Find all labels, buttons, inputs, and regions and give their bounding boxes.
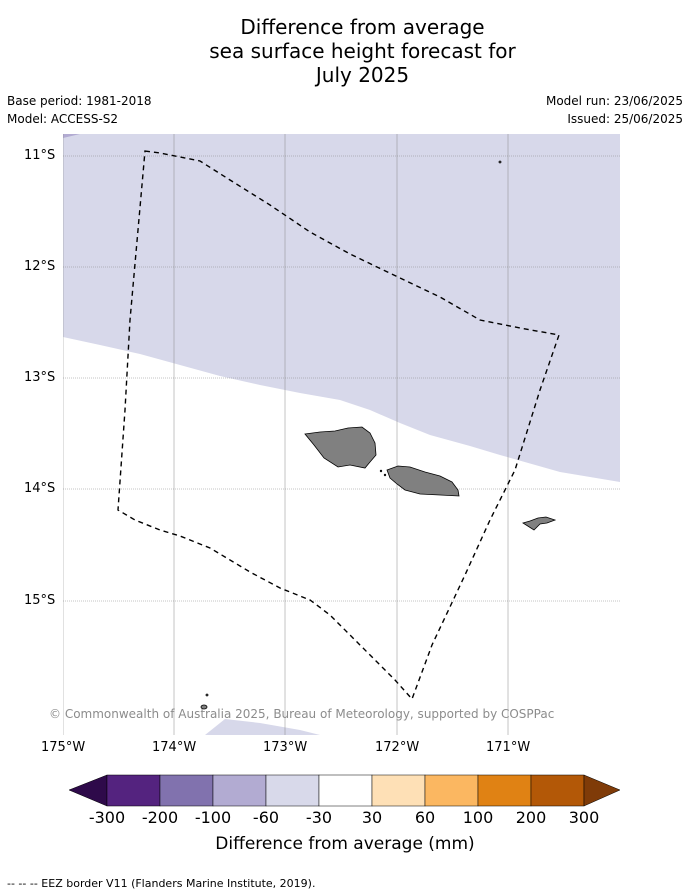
colorbar-label-200: 200 [515, 808, 547, 827]
anomaly-region-corner [63, 134, 80, 138]
lat-label-11s: 11°S [24, 148, 56, 163]
lat-label-14s: 14°S [24, 481, 56, 496]
anomaly-region-north [63, 134, 620, 482]
lat-label-15s: 15°S [24, 593, 56, 608]
colorbar-extend-high [583, 774, 621, 807]
lon-label-175w: 175°W [41, 740, 86, 755]
colorbar-label-60: 60 [414, 808, 436, 827]
eez-border [117, 150, 560, 701]
lon-label-173w: 173°W [263, 740, 308, 755]
model-run-label: Model run: 23/06/2025 [545, 94, 683, 108]
colorbar-label-neg300: -300 [88, 808, 126, 827]
title-line-2: sea surface height forecast for [209, 39, 516, 63]
colorbar-label-30: 30 [361, 808, 383, 827]
model-label: Model: ACCESS-S2 [7, 112, 119, 126]
upolu-island [386, 465, 460, 497]
issued-label: Issued: 25/06/2025 [567, 112, 683, 126]
anomaly-region-south [205, 719, 320, 735]
colorbar-label-neg60: -60 [252, 808, 280, 827]
copyright-notice: © Commonwealth of Australia 2025, Bureau… [49, 707, 555, 721]
colorbar-label-neg100: -100 [194, 808, 232, 827]
eez-legend-note: -- -- -- EEZ border V11 (Flanders Marine… [7, 877, 316, 890]
colorbar-title: Difference from average (mm) [215, 834, 475, 854]
page-title: Difference from average sea surface heig… [0, 15, 690, 87]
land-islands [200, 160, 557, 710]
savaii-island [304, 426, 377, 469]
colorbar-label-neg30: -30 [305, 808, 333, 827]
lon-label-174w: 174°W [152, 740, 197, 755]
colorbar-extend-low [68, 774, 108, 807]
title-line-3: July 2025 [315, 63, 410, 87]
lat-label-13s: 13°S [24, 370, 56, 385]
title-line-1: Difference from average [240, 15, 485, 39]
lon-label-171w: 171°W [486, 740, 531, 755]
base-period-label: Base period: 1981-2018 [7, 94, 152, 108]
colorbar [68, 774, 621, 807]
colorbar-label-300: 300 [568, 808, 600, 827]
grid-lines [63, 134, 620, 735]
lon-label-172w: 172°W [375, 740, 420, 755]
tutuila-island [522, 516, 557, 531]
colorbar-label-100: 100 [462, 808, 494, 827]
lat-label-12s: 12°S [24, 259, 56, 274]
colorbar-label-neg200: -200 [141, 808, 179, 827]
